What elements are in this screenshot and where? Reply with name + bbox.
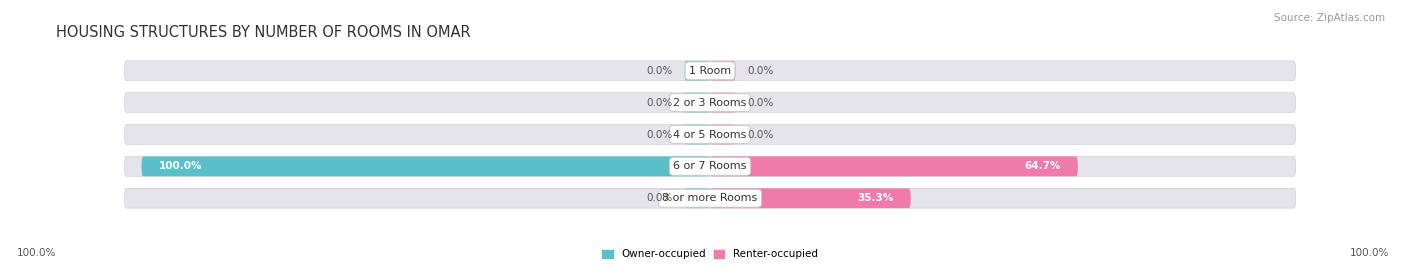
Text: 0.0%: 0.0%: [647, 193, 673, 203]
FancyBboxPatch shape: [125, 157, 1295, 176]
Legend: Owner-occupied, Renter-occupied: Owner-occupied, Renter-occupied: [598, 245, 823, 264]
FancyBboxPatch shape: [142, 157, 710, 176]
FancyBboxPatch shape: [685, 188, 710, 208]
Text: Source: ZipAtlas.com: Source: ZipAtlas.com: [1274, 13, 1385, 23]
FancyBboxPatch shape: [125, 61, 1295, 81]
Text: 2 or 3 Rooms: 2 or 3 Rooms: [673, 98, 747, 108]
Text: 8 or more Rooms: 8 or more Rooms: [662, 193, 758, 203]
Text: 0.0%: 0.0%: [747, 129, 773, 140]
Text: 1 Room: 1 Room: [689, 66, 731, 76]
Text: HOUSING STRUCTURES BY NUMBER OF ROOMS IN OMAR: HOUSING STRUCTURES BY NUMBER OF ROOMS IN…: [56, 26, 471, 40]
FancyBboxPatch shape: [710, 188, 911, 208]
Text: 0.0%: 0.0%: [747, 98, 773, 108]
Text: 100.0%: 100.0%: [17, 248, 56, 258]
FancyBboxPatch shape: [710, 61, 735, 81]
Text: 4 or 5 Rooms: 4 or 5 Rooms: [673, 129, 747, 140]
FancyBboxPatch shape: [125, 93, 1295, 112]
Text: 0.0%: 0.0%: [647, 66, 673, 76]
FancyBboxPatch shape: [685, 93, 710, 112]
FancyBboxPatch shape: [710, 125, 735, 144]
FancyBboxPatch shape: [710, 93, 735, 112]
FancyBboxPatch shape: [685, 125, 710, 144]
Text: 0.0%: 0.0%: [647, 129, 673, 140]
Text: 35.3%: 35.3%: [858, 193, 894, 203]
Text: 100.0%: 100.0%: [159, 161, 202, 171]
Text: 0.0%: 0.0%: [747, 66, 773, 76]
Text: 0.0%: 0.0%: [647, 98, 673, 108]
Text: 64.7%: 64.7%: [1025, 161, 1060, 171]
FancyBboxPatch shape: [685, 61, 710, 81]
Text: 100.0%: 100.0%: [1350, 248, 1389, 258]
Text: 6 or 7 Rooms: 6 or 7 Rooms: [673, 161, 747, 171]
FancyBboxPatch shape: [710, 157, 1078, 176]
FancyBboxPatch shape: [125, 188, 1295, 208]
FancyBboxPatch shape: [125, 125, 1295, 144]
